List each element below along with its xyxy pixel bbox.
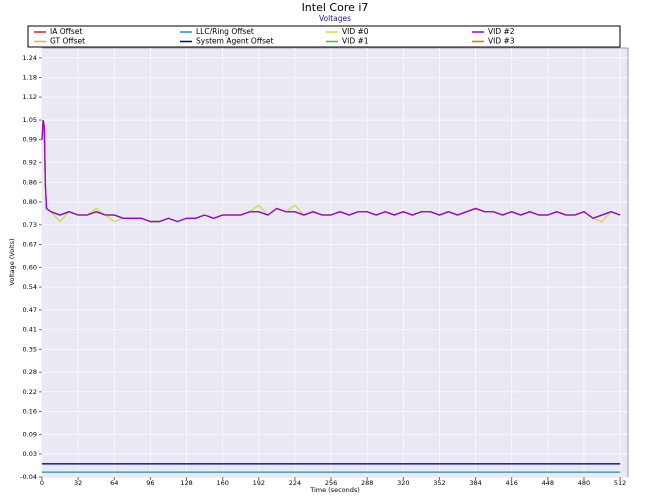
y-tick-label: 1.05 — [23, 116, 37, 124]
plot-area — [41, 47, 629, 478]
y-tick-label: 0.92 — [23, 159, 37, 167]
x-tick-label: 288 — [361, 479, 373, 487]
y-tick-label: 0.22 — [23, 388, 37, 396]
x-tick-label: 384 — [469, 479, 481, 487]
x-tick-label: 192 — [253, 479, 265, 487]
x-tick-label: 320 — [397, 479, 409, 487]
x-tick-label: 96 — [146, 479, 154, 487]
y-tick-label: 0.09 — [23, 430, 37, 438]
y-tick-label: 0.67 — [23, 240, 37, 248]
x-tick-label: 32 — [74, 479, 82, 487]
y-tick-label: 1.24 — [23, 54, 37, 62]
y-tick-label: 1.12 — [23, 93, 37, 101]
series-line — [41, 119, 621, 223]
legend-label: VID #2 — [488, 27, 515, 36]
x-tick-label: 448 — [542, 479, 554, 487]
y-tick-label: 0.41 — [23, 326, 37, 334]
y-tick-label: 0.35 — [23, 345, 37, 353]
legend-label: VID #3 — [488, 37, 515, 46]
y-tick-label: -0.04 — [20, 473, 37, 481]
y-tick-label: 0.54 — [23, 283, 37, 291]
y-tick-label: 0.28 — [23, 368, 37, 376]
y-tick-label: 0.47 — [23, 306, 37, 314]
y-axis-label: Voltage (Volts) — [8, 238, 16, 285]
x-tick-label: 256 — [325, 479, 337, 487]
legend-label: LLC/Ring Offset — [196, 27, 254, 36]
legend-label: VID #0 — [342, 27, 369, 36]
legend-label: IA Offset — [50, 27, 82, 36]
chart-subtitle: Voltages — [319, 14, 351, 23]
x-tick-label: 0 — [40, 479, 44, 487]
y-tick-label: 0.60 — [23, 263, 37, 271]
y-tick-label: 0.16 — [23, 408, 37, 416]
y-tick-label: 1.18 — [23, 73, 37, 81]
legend-label: System Agent Offset — [196, 37, 274, 46]
y-tick-label: 0.99 — [23, 136, 37, 144]
y-tick-label: 0.80 — [23, 198, 37, 206]
x-tick-label: 416 — [505, 479, 517, 487]
legend-box — [27, 25, 621, 48]
x-axis-label: Time (seconds) — [309, 486, 360, 494]
x-tick-label: 128 — [180, 479, 192, 487]
x-tick-label: 160 — [216, 479, 228, 487]
chart-title: Intel Core i7 — [302, 1, 369, 14]
y-tick-label: 0.03 — [23, 450, 37, 458]
x-tick-label: 64 — [110, 479, 118, 487]
x-tick-label: 512 — [614, 479, 626, 487]
x-tick-label: 224 — [289, 479, 301, 487]
x-tick-label: 480 — [578, 479, 590, 487]
legend-label: VID #1 — [342, 37, 369, 46]
y-tick-label: 0.86 — [23, 178, 37, 186]
legend-label: GT Offset — [50, 37, 85, 46]
x-tick-label: 352 — [433, 479, 445, 487]
y-tick-label: 0.73 — [23, 221, 37, 229]
